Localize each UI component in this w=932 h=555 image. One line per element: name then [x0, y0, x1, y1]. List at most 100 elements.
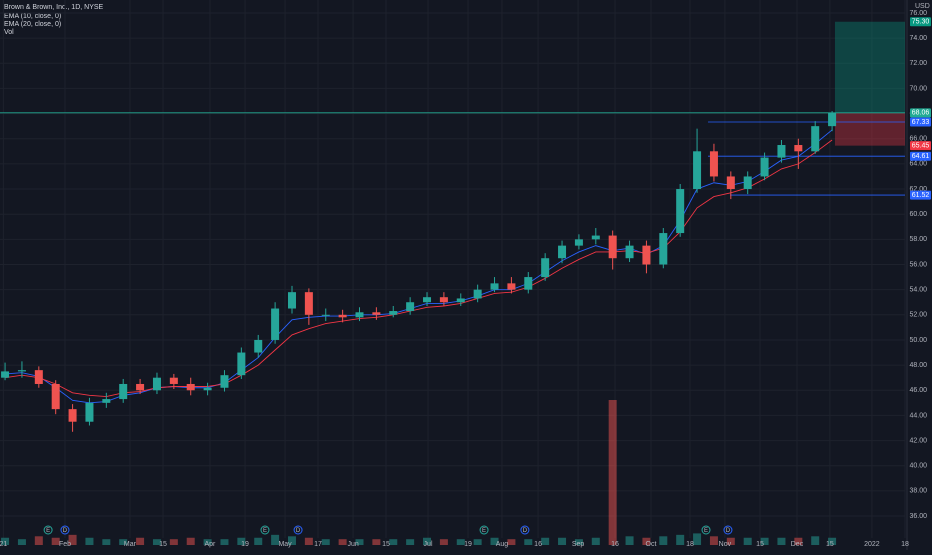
- candle-body: [591, 235, 600, 240]
- volume-bar: [186, 537, 195, 545]
- x-tick-label: 19: [464, 541, 472, 548]
- event-label: E: [46, 528, 50, 534]
- indicator-label: EMA (10, close, 0): [4, 13, 61, 20]
- chart-title: Brown & Brown, Inc., 1D, NYSE: [4, 4, 104, 11]
- volume-bar: [709, 536, 718, 545]
- y-tick-label: 40.00: [909, 463, 927, 470]
- candle-body: [524, 277, 533, 290]
- price-badge-label: 67.33: [912, 119, 930, 126]
- candle-body: [237, 352, 246, 376]
- volume-bar: [355, 539, 364, 545]
- volume-bar: [676, 534, 685, 545]
- candle-body: [372, 312, 381, 315]
- ema-line: [4, 139, 833, 398]
- x-tick-label: Jul: [424, 541, 433, 548]
- candle-body: [271, 308, 280, 340]
- y-tick-label: 44.00: [909, 412, 927, 419]
- price-badge: [910, 151, 931, 161]
- volume-bar: [507, 539, 516, 545]
- candle-body: [321, 314, 330, 316]
- candle-body: [811, 126, 820, 152]
- volume-bar: [490, 537, 499, 545]
- candle-body: [355, 312, 364, 318]
- candle-body: [119, 383, 128, 400]
- volume-bar: [693, 533, 702, 545]
- x-tick-label: Aug: [496, 541, 509, 548]
- candle-body: [625, 245, 634, 259]
- candle-body: [709, 151, 718, 177]
- volume-bar: [760, 537, 769, 545]
- candle-body: [389, 311, 398, 315]
- volume-bar: [102, 539, 111, 545]
- y-tick-label: 66.00: [909, 136, 927, 143]
- x-tick-label: Sep: [572, 541, 585, 548]
- x-tick-label: 18: [686, 541, 694, 548]
- price-badge: [910, 17, 931, 27]
- event-label: D: [296, 528, 301, 534]
- price-badge: [910, 117, 931, 127]
- candle-body: [1, 371, 10, 378]
- y-tick-label: 58.00: [909, 236, 927, 243]
- indicator-label: Vol: [4, 29, 14, 36]
- volume-bar: [119, 539, 128, 545]
- x-tick-label: 15: [159, 541, 167, 548]
- y-tick-label: 48.00: [909, 362, 927, 369]
- candle-body: [507, 283, 516, 290]
- volume-bar: [642, 537, 651, 545]
- x-tick-label: Mar: [124, 541, 137, 548]
- y-tick-label: 76.00: [909, 10, 927, 17]
- price-badge: [910, 141, 931, 151]
- y-tick-label: 70.00: [909, 85, 927, 92]
- candle-body: [490, 283, 499, 290]
- candle-body: [254, 339, 263, 353]
- candle-body: [17, 370, 26, 372]
- x-tick-label: Jun: [347, 541, 358, 548]
- volume-bar: [828, 537, 837, 545]
- y-tick-label: 52.00: [909, 312, 927, 319]
- x-tick-label: Oct: [646, 541, 657, 548]
- candle-body: [423, 297, 432, 303]
- stop-zone: [834, 112, 905, 146]
- volume-bar: [794, 537, 803, 545]
- price-badge-label: 68.06: [912, 110, 930, 117]
- candle-body: [726, 176, 735, 190]
- volume-bar: [811, 536, 820, 545]
- volume-bar: [608, 400, 617, 545]
- volume-bar: [338, 539, 347, 545]
- volume-bar: [51, 537, 60, 545]
- volume-bar: [389, 539, 398, 545]
- volume-bar: [591, 537, 600, 545]
- candle-body: [304, 292, 313, 315]
- candle-body: [642, 245, 651, 265]
- y-tick-label: 64.00: [909, 161, 927, 168]
- event-label: D: [63, 528, 68, 534]
- volume-bar: [456, 539, 465, 545]
- x-tick-label: 15: [826, 541, 834, 548]
- volume-bar: [423, 537, 432, 545]
- volume-bar: [625, 536, 634, 545]
- volume-bar: [439, 539, 448, 545]
- event-label: D: [523, 528, 528, 534]
- candle-body: [220, 375, 229, 388]
- volume-bar: [1, 537, 10, 545]
- candle-body: [338, 314, 347, 318]
- ema-line: [5, 129, 833, 404]
- candle-body: [676, 189, 685, 234]
- legend: Brown & Brown, Inc., 1D, NYSE EMA (10, c…: [4, 4, 104, 36]
- event-marker: [60, 525, 70, 535]
- price-badge: [910, 190, 931, 200]
- volume-bar: [574, 539, 583, 545]
- candle-body: [659, 233, 668, 265]
- event-label: E: [704, 528, 708, 534]
- candle-body: [51, 383, 60, 410]
- y-tick-label: 46.00: [909, 387, 927, 394]
- volume-bar: [203, 539, 212, 545]
- volume-bar: [136, 537, 145, 545]
- x-tick-label: 15: [756, 541, 764, 548]
- y-tick-label: 60.00: [909, 211, 927, 218]
- price-badge-label: 61.52: [912, 192, 930, 199]
- candle-body: [541, 258, 550, 278]
- volume-bar: [777, 537, 786, 545]
- candle-body: [743, 176, 752, 190]
